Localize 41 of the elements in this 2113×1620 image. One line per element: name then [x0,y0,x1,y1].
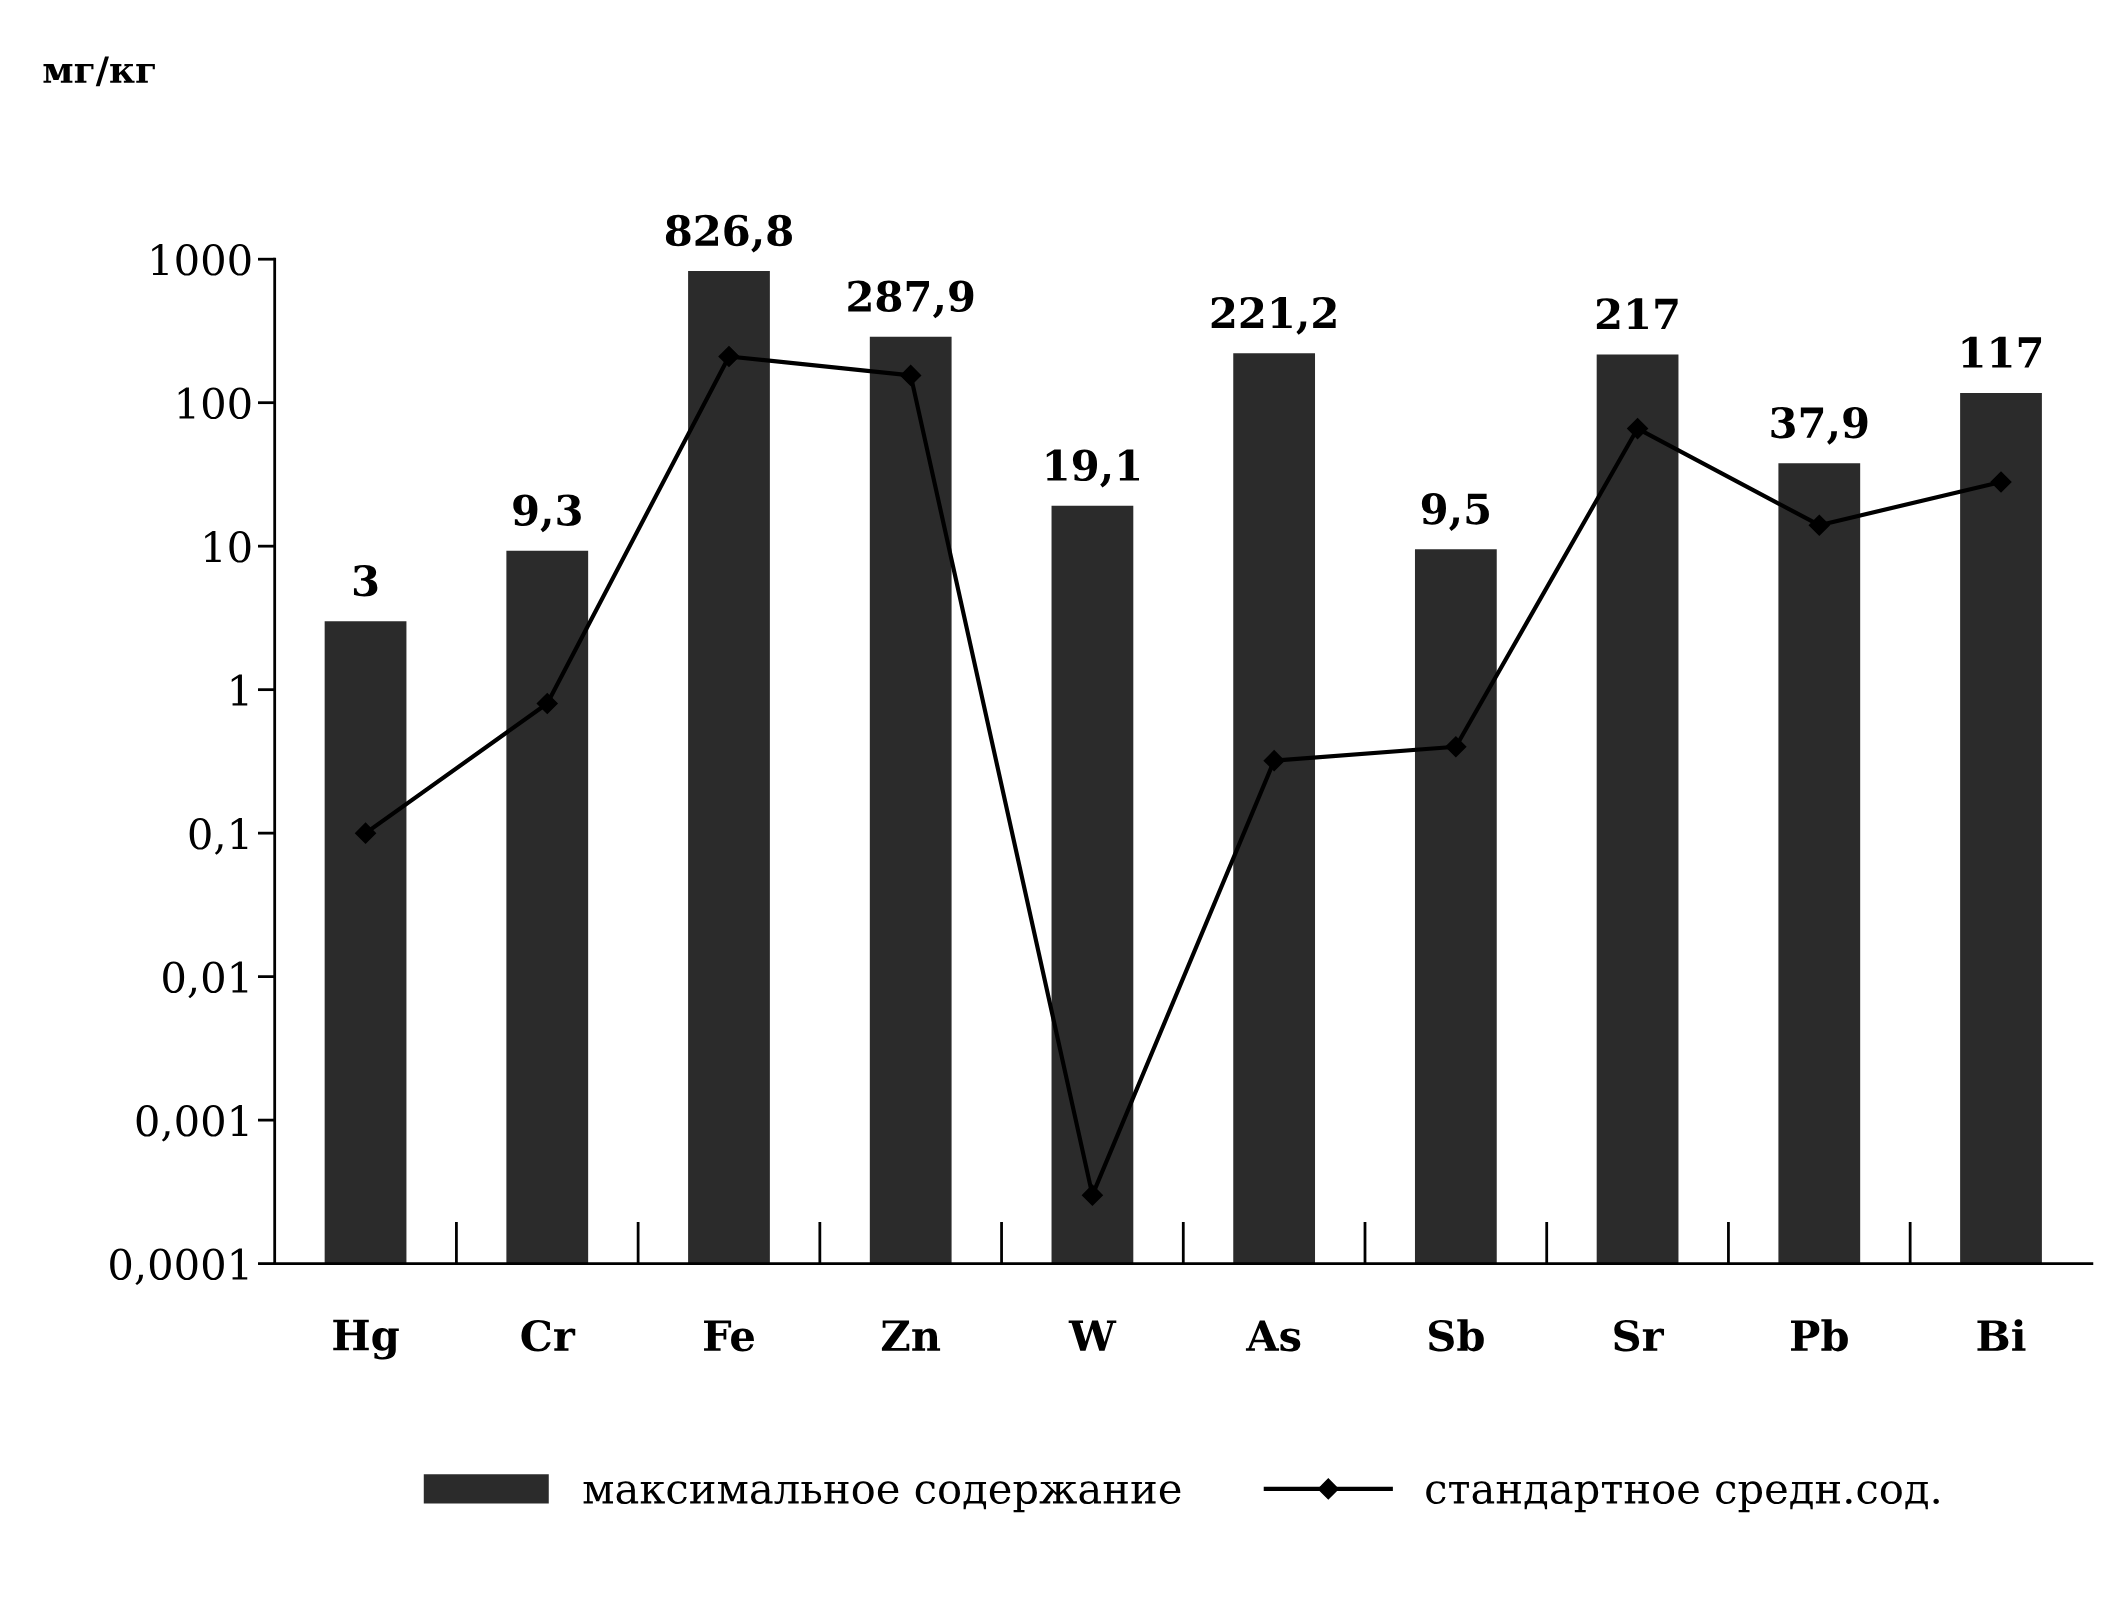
y-tick-label: 0,0001 [110,1248,248,1286]
data-label: 9,3 [513,494,581,533]
data-label: 217 [1596,298,1678,330]
x-tick-label: Zn [881,1320,941,1351]
data-label: 37,9 [1771,406,1868,445]
data-label: 3 [353,564,378,597]
x-tick-label: As [1245,1320,1301,1352]
y-tick-label: 1000 [152,244,251,276]
x-tick-label: Sb [1428,1319,1484,1352]
y-axis-title: мг/кг [43,56,155,87]
point [355,822,377,844]
data-label: 9,5 [1421,493,1489,531]
data-label: 221,2 [1211,296,1336,335]
x-tick-label: Pb [1791,1319,1848,1352]
x-tick-label: W [1068,1320,1117,1351]
data-label: 826,8 [665,214,792,253]
x-tick-label: Hg [333,1319,399,1360]
point [1445,736,1467,758]
data-label: 287,9 [848,280,974,319]
point [1263,750,1285,772]
y-tick-label: 100 [178,387,251,420]
x-tick-label: Fe [704,1320,754,1352]
point [900,364,922,386]
point [1808,514,1830,536]
legend-label: максимальное содержание [583,1481,1181,1513]
y-tick-label: 10 [205,531,251,563]
y-tick-label: 0,001 [136,1105,248,1142]
point [1081,1184,1103,1206]
legend-label: стандартное средн.сод. [1426,1481,1939,1513]
point [1990,471,2012,493]
x-tick-label: Bi [1977,1319,2026,1351]
y-tick-label: 0,1 [189,818,248,855]
x-tick-label: Sr [1614,1319,1665,1352]
y-tick-label: 0,01 [163,961,248,999]
y-tick-label: 1 [231,674,248,706]
data-label: 117 [1962,336,2042,368]
point [718,345,740,367]
point [536,693,558,715]
point [1627,418,1649,440]
x-tick-label: Cr [521,1319,576,1352]
data-label: 19,1 [1046,449,1140,488]
